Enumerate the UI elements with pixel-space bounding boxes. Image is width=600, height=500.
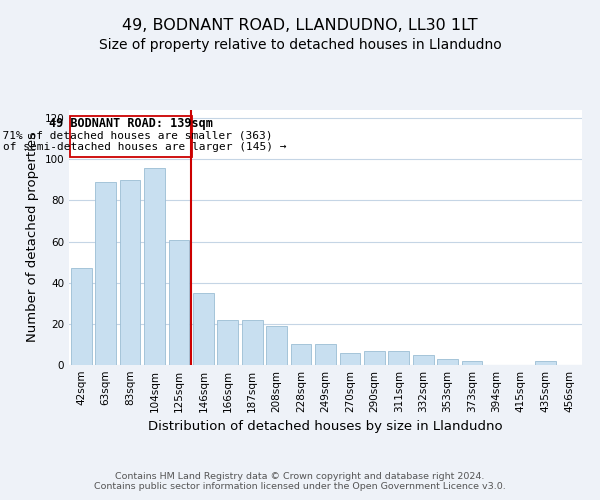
- Text: Contains public sector information licensed under the Open Government Licence v3: Contains public sector information licen…: [94, 482, 506, 491]
- Bar: [95, 182, 116, 365]
- X-axis label: Distribution of detached houses by size in Llandudno: Distribution of detached houses by size …: [148, 420, 503, 434]
- Bar: [290, 344, 311, 365]
- Bar: [388, 350, 409, 365]
- Bar: [340, 352, 361, 365]
- Text: 49, BODNANT ROAD, LLANDUDNO, LL30 1LT: 49, BODNANT ROAD, LLANDUDNO, LL30 1LT: [122, 18, 478, 32]
- Bar: [242, 320, 263, 365]
- Text: 28% of semi-detached houses are larger (145) →: 28% of semi-detached houses are larger (…: [0, 142, 286, 152]
- Bar: [413, 354, 434, 365]
- Bar: [266, 326, 287, 365]
- Bar: [437, 359, 458, 365]
- Bar: [193, 293, 214, 365]
- Bar: [169, 240, 190, 365]
- Bar: [119, 180, 140, 365]
- Text: ← 71% of detached houses are smaller (363): ← 71% of detached houses are smaller (36…: [0, 130, 272, 140]
- Bar: [535, 361, 556, 365]
- Text: 49 BODNANT ROAD: 139sqm: 49 BODNANT ROAD: 139sqm: [49, 118, 213, 130]
- Bar: [217, 320, 238, 365]
- Bar: [364, 350, 385, 365]
- Y-axis label: Number of detached properties: Number of detached properties: [26, 132, 39, 342]
- Text: Contains HM Land Registry data © Crown copyright and database right 2024.: Contains HM Land Registry data © Crown c…: [115, 472, 485, 481]
- Bar: [461, 361, 482, 365]
- Bar: [71, 268, 92, 365]
- FancyBboxPatch shape: [70, 116, 191, 158]
- Text: Size of property relative to detached houses in Llandudno: Size of property relative to detached ho…: [98, 38, 502, 52]
- Bar: [144, 168, 165, 365]
- Bar: [315, 344, 336, 365]
